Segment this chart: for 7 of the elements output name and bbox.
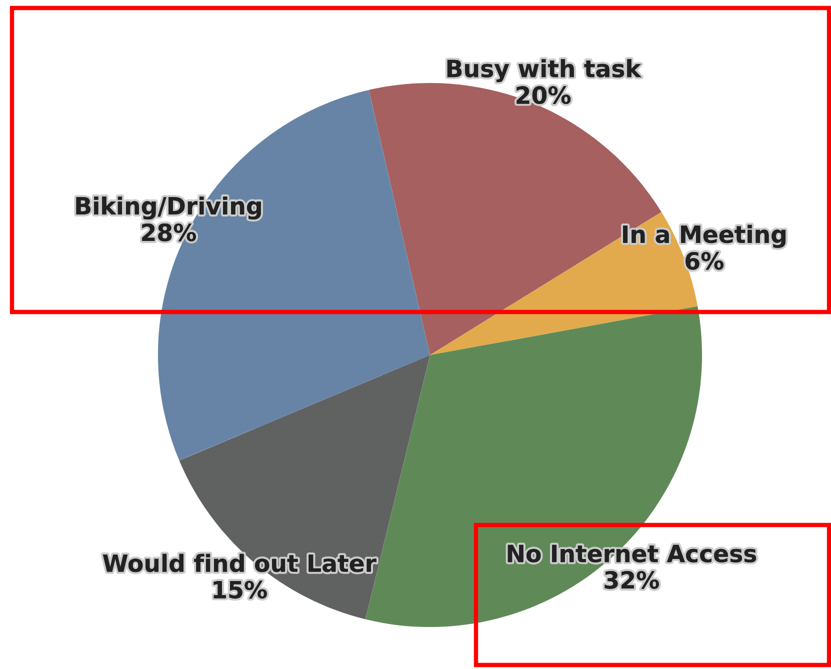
data-label: 20%	[516, 86, 571, 104]
data-label: 15%	[214, 580, 267, 599]
data-label: 32%	[604, 571, 659, 589]
slice-label: Would find out Later	[102, 554, 376, 572]
slice-label: In a Meeting	[623, 224, 786, 248]
data-label: 6%	[686, 252, 724, 270]
slice-label: Busy with task	[447, 59, 642, 82]
